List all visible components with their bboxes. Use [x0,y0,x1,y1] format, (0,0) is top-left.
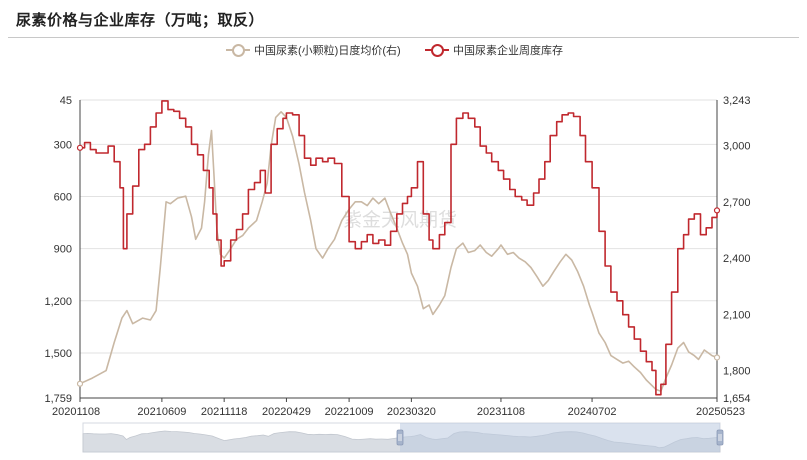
chart-title: 尿素价格与企业库存（万吨；取反） [16,12,265,29]
data-zoom-handle-left[interactable] [396,429,404,446]
left-axis-tick-label: 300 [54,139,72,151]
title-divider [8,37,799,38]
legend-item-inventory[interactable]: 中国尿素企业周度库存 [425,41,563,59]
x-axis-tick-label: 20220429 [262,406,311,418]
x-axis-tick-label: 20240702 [568,406,617,418]
x-axis-tick-label: 20201108 [52,406,100,418]
right-axis-tick-label: 3,000 [723,141,751,153]
left-axis: 45 300 600 900 1,200 1,500 1,759 [44,95,81,405]
left-axis-tick-label: 45 [60,95,72,107]
right-axis-tick-label: 1,800 [723,366,751,378]
right-axis-tick-label: 2,100 [723,309,751,321]
x-axis-tick-label: 20211118 [201,406,248,418]
legend-label-inventory: 中国尿素企业周度库存 [453,45,563,57]
watermark: 紫金天风期货 [343,209,457,231]
left-axis-tick-label: 1,500 [44,348,72,360]
legend-label-price: 中国尿素(小颗粒)日度均价(右) [254,45,401,57]
series-point [76,144,84,151]
x-axis: 20201108 20210609 20211118 20220429 20221009… [52,397,745,418]
x-axis-tick-label: 20230320 [387,406,436,418]
x-axis-tick-label: 20231108 [477,406,525,418]
left-axis-tick-label: 600 [54,191,72,203]
left-axis-tick-label: 1,200 [44,296,72,308]
x-axis-tick-label: 20210609 [137,406,186,418]
grid-lines [80,99,717,399]
legend-marker-price-icon [226,43,250,57]
right-axis-tick-label: 2,700 [723,197,751,209]
data-zoom-handle-right[interactable] [716,429,724,446]
series-layer [76,100,721,396]
legend-item-price[interactable]: 中国尿素(小颗粒)日度均价(右) [226,41,401,59]
right-axis-tick-label: 1,654 [723,393,751,405]
series-point [76,380,84,387]
right-axis-tick-label: 2,400 [723,253,751,265]
x-axis-tick-label: 20250523 [696,406,745,418]
x-axis-tick-label: 20221009 [325,406,374,418]
right-axis-tick-label: 3,243 [723,95,751,107]
chart-legend: 中国尿素(小颗粒)日度均价(右) 中国尿素企业周度库存 [0,41,807,59]
series-line-inventory [80,100,718,396]
left-axis-tick-label: 900 [54,244,72,256]
series-point [713,354,721,361]
left-axis-tick-label: 1,759 [44,393,72,405]
series-point [713,207,721,214]
series-line-price [79,111,718,392]
data-zoom-selected-window[interactable] [400,423,720,452]
legend-marker-inventory-icon [425,43,449,57]
data-zoom-slider[interactable] [82,422,724,453]
right-axis: 3,243 3,000 2,700 2,400 2,100 1,800 1,654 [716,95,751,405]
